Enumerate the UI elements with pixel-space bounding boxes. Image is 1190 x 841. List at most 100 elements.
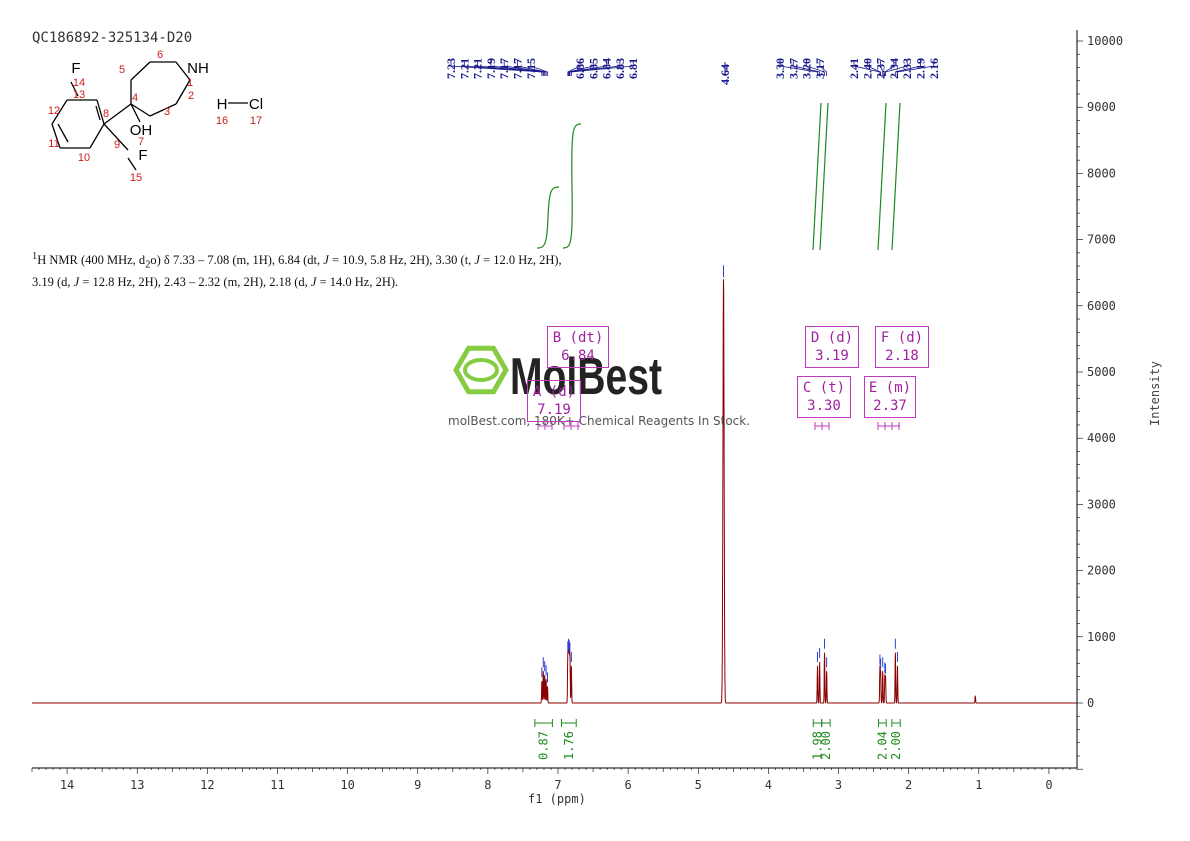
y-tick-label: 7000 bbox=[1087, 233, 1116, 247]
atom-number: 10 bbox=[78, 152, 90, 164]
peak-shift-label: 2.40 bbox=[860, 58, 874, 79]
y-tick-label: 4000 bbox=[1087, 431, 1116, 445]
multiplet-shift: 3.19 bbox=[815, 348, 849, 364]
bond bbox=[127, 157, 137, 171]
atom-number: 7 bbox=[138, 136, 144, 148]
peak-connector bbox=[568, 60, 607, 76]
atom-label: Cl bbox=[249, 96, 263, 113]
x-tick-label: 14 bbox=[60, 778, 74, 792]
atom-number: 17 bbox=[250, 115, 262, 127]
bond bbox=[96, 99, 105, 125]
atom-number: 11 bbox=[48, 138, 59, 150]
peak-connector bbox=[806, 60, 825, 76]
x-tick-label: 4 bbox=[765, 778, 772, 792]
bond bbox=[103, 123, 129, 151]
peak-shift-label: 6.81 bbox=[626, 58, 640, 79]
atom-number: 15 bbox=[130, 172, 142, 184]
peak-connector bbox=[853, 60, 881, 76]
peak-connector bbox=[490, 60, 546, 76]
peak-connector bbox=[477, 60, 544, 76]
x-tick-label: 11 bbox=[270, 778, 284, 792]
peak-connector bbox=[779, 60, 818, 76]
atom-number: 3 bbox=[164, 106, 170, 118]
peak-connector bbox=[894, 60, 921, 76]
peak-connector bbox=[567, 60, 581, 76]
atom-number: 14 bbox=[73, 77, 85, 89]
integral-value: 2.04 bbox=[875, 731, 889, 760]
peak-shift-label: 2.16 bbox=[927, 58, 941, 79]
integral-curve bbox=[819, 102, 829, 251]
multiplet-shift: 2.37 bbox=[873, 398, 907, 414]
bond bbox=[175, 61, 191, 81]
y-tick-label: 10000 bbox=[1087, 34, 1123, 48]
bond bbox=[70, 81, 79, 97]
peak-connector bbox=[866, 60, 882, 76]
multiplet-label: E (m) bbox=[868, 380, 912, 396]
bond bbox=[51, 99, 68, 125]
atom-label: F bbox=[138, 147, 147, 164]
peak-connector bbox=[819, 60, 828, 76]
atom-number: 8 bbox=[103, 108, 109, 120]
nmr-description: 1H NMR (400 MHz, d2o) δ 7.33 – 7.08 (m, … bbox=[32, 251, 562, 289]
x-tick-label: 2 bbox=[905, 778, 912, 792]
peak-connector bbox=[530, 60, 548, 76]
x-tick-label: 7 bbox=[554, 778, 561, 792]
bond bbox=[95, 105, 101, 121]
multiplet-box: E (m) 2.37 bbox=[864, 376, 916, 418]
y-axis-label: Intensity bbox=[1148, 360, 1162, 426]
logo-hexagon bbox=[453, 345, 509, 395]
bond bbox=[149, 103, 177, 117]
integral-value: 1.76 bbox=[562, 731, 576, 760]
atom-number: 2 bbox=[188, 90, 194, 102]
atom-label: H bbox=[217, 96, 228, 113]
multiplet-label: B (dt) bbox=[552, 330, 604, 346]
integral-curve bbox=[877, 102, 887, 251]
x-tick-label: 13 bbox=[130, 778, 144, 792]
integral-curve bbox=[562, 123, 582, 249]
molbest-logo: MolBest bbox=[453, 345, 662, 406]
integral-value: 0.87 bbox=[537, 731, 551, 760]
multiplet-shift: 7.19 bbox=[537, 402, 571, 418]
atom-label: F bbox=[71, 60, 80, 77]
peak-shift-label: 6.83 bbox=[613, 58, 627, 79]
y-tick-label: 3000 bbox=[1087, 497, 1116, 511]
peak-connector bbox=[792, 60, 821, 76]
atom-number: 13 bbox=[73, 89, 85, 101]
integral-marks: 0.87 1.76 1.982.00 2.04 2.00 bbox=[534, 422, 903, 760]
integral-value: 2.00 bbox=[819, 731, 833, 760]
atom-number: 5 bbox=[119, 64, 125, 76]
integral-curve bbox=[891, 102, 901, 251]
bond bbox=[57, 123, 69, 143]
peak-shift-label: 6.86 bbox=[573, 58, 587, 79]
peak-shift-label: 7.17 bbox=[511, 58, 525, 79]
multiplet-label: C (t) bbox=[802, 380, 846, 396]
peak-shift-label: 7.15 bbox=[524, 58, 538, 79]
y-tick-label: 8000 bbox=[1087, 166, 1116, 180]
peak-connector bbox=[884, 60, 895, 76]
logo-text: MolBest bbox=[510, 348, 662, 406]
multiplet-box: D (d) 3.19 bbox=[805, 326, 859, 368]
peak-shift-label: 7.21 bbox=[457, 58, 471, 79]
logo-ring bbox=[463, 358, 499, 382]
x-tick-label: 12 bbox=[200, 778, 214, 792]
multiplet-shift: 6.84 bbox=[561, 348, 595, 364]
peak-labels: 7.23 7.21 7.21 7.19 7.17 7.17 7.15 6.86 6.85 6.84… bbox=[444, 58, 941, 85]
peak-shift-label: 2.33 bbox=[900, 58, 914, 79]
peak-connector bbox=[568, 60, 594, 76]
y-tick-label: 5000 bbox=[1087, 365, 1116, 379]
multiplet-shift: 3.30 bbox=[807, 398, 841, 414]
multiplet-label: A (d) bbox=[532, 384, 576, 400]
x-tick-label: 5 bbox=[695, 778, 702, 792]
y-tick-label: 1000 bbox=[1087, 630, 1116, 644]
peak-shift-label: 7.21 bbox=[471, 58, 485, 79]
atom-number: 9 bbox=[114, 139, 120, 151]
y-tick-label: 0 bbox=[1087, 696, 1094, 710]
integral-curve bbox=[812, 102, 822, 251]
integral-curves bbox=[536, 102, 901, 251]
peak-connector bbox=[570, 60, 634, 76]
peak-shift-label: 3.20 bbox=[800, 58, 814, 79]
peak-shift-label: 7.17 bbox=[497, 58, 511, 79]
multiplet-box: A (d) 7.19 bbox=[527, 380, 581, 422]
atom-number: 4 bbox=[132, 92, 138, 104]
